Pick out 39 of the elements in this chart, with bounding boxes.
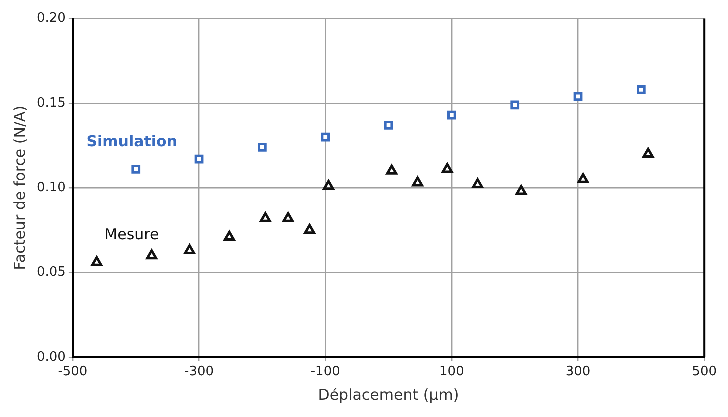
y-tick-label: 0.15 bbox=[36, 96, 66, 111]
point bbox=[194, 154, 204, 164]
x-tick-label: -500 bbox=[58, 364, 88, 380]
point bbox=[384, 121, 394, 130]
y-tick-label: 0.20 bbox=[36, 11, 66, 26]
series-label: Mesure bbox=[104, 225, 160, 244]
point bbox=[132, 165, 141, 174]
point bbox=[304, 224, 316, 234]
point bbox=[442, 163, 454, 174]
point bbox=[412, 176, 424, 187]
point bbox=[516, 185, 527, 196]
point bbox=[448, 110, 456, 120]
x-tick-label: 100 bbox=[440, 364, 464, 380]
point bbox=[224, 230, 236, 241]
point bbox=[472, 178, 484, 188]
x-tick-label: 500 bbox=[692, 364, 718, 380]
series-label: Simulation bbox=[86, 132, 178, 150]
point bbox=[146, 250, 158, 260]
point bbox=[258, 143, 267, 152]
y-tick-label: 0.00 bbox=[36, 350, 66, 365]
point bbox=[636, 85, 646, 94]
point bbox=[321, 132, 330, 142]
y-tick-label: 0.05 bbox=[36, 265, 66, 280]
y-tick-label: 0.10 bbox=[36, 180, 66, 196]
point bbox=[260, 212, 272, 222]
point bbox=[184, 244, 196, 254]
x-tick-label: -100 bbox=[310, 364, 340, 380]
point bbox=[323, 180, 334, 190]
point bbox=[574, 92, 583, 102]
x-tick-label: 300 bbox=[566, 364, 591, 380]
x-axis-title: Déplacement (µm) bbox=[318, 386, 460, 404]
point bbox=[282, 212, 294, 222]
x-tick-label: -300 bbox=[184, 364, 214, 380]
point bbox=[578, 173, 589, 184]
point bbox=[510, 100, 520, 110]
point bbox=[91, 256, 103, 266]
point bbox=[642, 148, 654, 158]
y-axis-title: Facteur de force (N/A) bbox=[10, 106, 29, 270]
point bbox=[386, 164, 398, 175]
